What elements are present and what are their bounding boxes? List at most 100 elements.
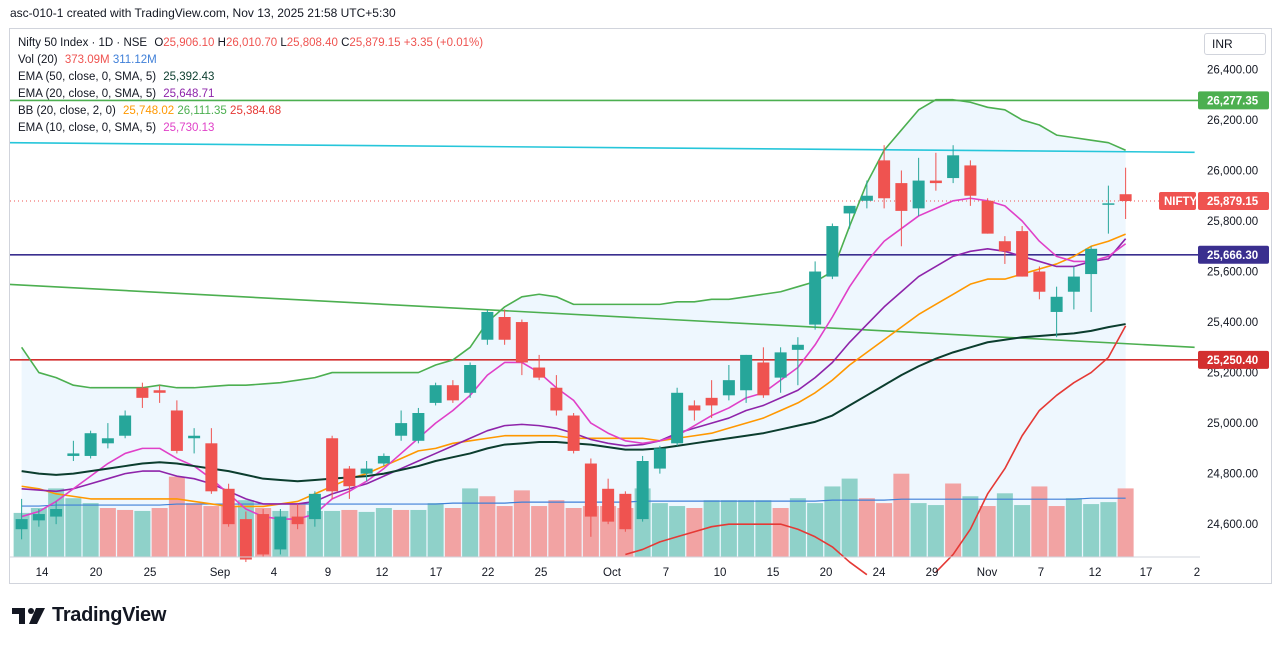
candle-up bbox=[843, 205, 856, 214]
volume-bar bbox=[945, 483, 962, 557]
candle-down bbox=[170, 410, 183, 451]
candle-up bbox=[360, 468, 373, 474]
legend-ema10[interactable]: EMA (10, close, 0, SMA, 5) 25,730.13 bbox=[18, 120, 483, 137]
volume-bar bbox=[772, 508, 789, 557]
legend-volume-ma: 311.12M bbox=[112, 54, 157, 66]
volume-bar bbox=[341, 509, 358, 557]
time-tick: 17 bbox=[1140, 567, 1153, 579]
candle-up bbox=[395, 423, 408, 436]
legend-bb-basis: 25,748.02 bbox=[123, 105, 175, 117]
price-tick: 25,200.00 bbox=[1207, 368, 1258, 380]
legend-ema10-name: EMA (10, close, 0, SMA, 5) bbox=[18, 122, 157, 134]
legend-volume[interactable]: Vol (20) 373.09M 311.12M bbox=[18, 52, 483, 69]
candle-up bbox=[860, 195, 873, 201]
candle-down bbox=[878, 160, 891, 199]
level-lines-layer bbox=[10, 99, 1200, 361]
support-25666-badge-label: 25,666.30 bbox=[1207, 250, 1258, 262]
volume-bar bbox=[65, 498, 82, 557]
candle-up bbox=[1067, 276, 1080, 292]
price-axis: 26,400.00 26,200.00 26,000.00 25,800.00 25,6… bbox=[1207, 64, 1258, 531]
candle-down bbox=[343, 468, 356, 487]
candle-up bbox=[1102, 203, 1115, 205]
legend-ema10-value: 25,730.13 bbox=[163, 122, 215, 134]
legend-ema20[interactable]: EMA (20, close, 0, SMA, 5) 25,648.71 bbox=[18, 86, 483, 103]
candle-down bbox=[550, 387, 563, 411]
tradingview-mark-icon bbox=[12, 607, 45, 624]
resistance-26277-badge bbox=[1198, 91, 1269, 110]
candle-up bbox=[188, 435, 201, 439]
volume-bar bbox=[1100, 502, 1117, 557]
currency-button[interactable]: INR bbox=[1204, 33, 1266, 55]
candle-down bbox=[929, 180, 942, 184]
support-25666-badge bbox=[1198, 245, 1269, 264]
price-chart[interactable]: 26,400.00 26,200.00 26,000.00 25,800.00 25,6… bbox=[10, 29, 1272, 584]
chart-legend: Nifty 50 Index · 1D · NSE O25,906.10 H26… bbox=[18, 35, 483, 137]
volume-layer bbox=[13, 473, 1134, 557]
time-tick: 14 bbox=[36, 567, 49, 579]
candle-down bbox=[205, 443, 218, 492]
tradingview-logo[interactable]: TradingView bbox=[12, 604, 166, 627]
time-tick: 20 bbox=[90, 567, 103, 579]
time-tick: 25 bbox=[535, 567, 548, 579]
volume-bar bbox=[893, 473, 910, 557]
candle-up bbox=[429, 385, 442, 403]
candle-up bbox=[912, 180, 925, 209]
price-tick: 26,400.00 bbox=[1207, 64, 1258, 76]
time-tick: 17 bbox=[430, 567, 443, 579]
symbol-tag-label: NIFTY bbox=[1164, 196, 1198, 208]
volume-bar bbox=[755, 500, 772, 557]
volume-bar bbox=[548, 500, 565, 557]
candle-up bbox=[947, 155, 960, 179]
volume-bar bbox=[186, 503, 203, 557]
volume-bar bbox=[513, 490, 530, 557]
candle-down bbox=[619, 493, 632, 530]
volume-bar bbox=[531, 506, 548, 557]
legend-bb[interactable]: BB (20, close, 2, 0) 25,748.02 26,111.35… bbox=[18, 103, 483, 120]
candle-down bbox=[533, 367, 546, 378]
candle-down bbox=[136, 387, 149, 398]
volume-ma-line bbox=[21, 497, 1126, 507]
candle-up bbox=[791, 344, 804, 350]
legend-main[interactable]: Nifty 50 Index · 1D · NSE O25,906.10 H26… bbox=[18, 35, 483, 52]
volume-bar bbox=[306, 510, 323, 557]
bb-lower-line bbox=[625, 325, 1127, 576]
price-badges: 26,277.35 25,879.15 NIFTY 25,666.30 25,250.4… bbox=[1159, 91, 1269, 369]
candle-up bbox=[774, 352, 787, 378]
legend-close-label: C bbox=[341, 37, 350, 49]
volume-bar bbox=[962, 496, 979, 557]
legend-symbol: Nifty 50 Index · 1D · NSE bbox=[18, 37, 148, 49]
time-tick: Oct bbox=[603, 567, 622, 579]
volume-bar bbox=[289, 503, 306, 557]
time-tick: 29 bbox=[926, 567, 939, 579]
candle-up bbox=[1050, 296, 1063, 312]
volume-bar bbox=[858, 498, 875, 557]
volume-bar bbox=[841, 478, 858, 557]
time-tick: 12 bbox=[376, 567, 389, 579]
candle-down bbox=[998, 241, 1011, 252]
time-tick: 9 bbox=[325, 567, 331, 579]
legend-ema20-value: 25,648.71 bbox=[163, 88, 215, 100]
volume-bar bbox=[789, 498, 806, 557]
price-tick: 25,800.00 bbox=[1207, 216, 1258, 228]
volume-bar bbox=[703, 500, 720, 557]
volume-bar bbox=[479, 496, 496, 557]
price-tick: 25,000.00 bbox=[1207, 418, 1258, 430]
legend-low-label: L bbox=[280, 37, 287, 49]
volume-bar bbox=[496, 506, 513, 557]
volume-bar bbox=[324, 510, 341, 557]
legend-high-label: H bbox=[217, 37, 226, 49]
candle-up bbox=[671, 392, 684, 444]
legend-bb-lower: 25,384.68 bbox=[230, 105, 282, 117]
legend-volume-name: Vol (20) bbox=[18, 54, 58, 66]
volume-bar bbox=[651, 503, 668, 557]
price-tick: 24,800.00 bbox=[1207, 469, 1258, 481]
legend-ema50[interactable]: EMA (50, close, 0, SMA, 5) 25,392.43 bbox=[18, 69, 483, 86]
volume-bar bbox=[807, 503, 824, 557]
legend-high: 26,010.70 bbox=[225, 37, 278, 49]
volume-bar bbox=[410, 509, 427, 557]
volume-bar bbox=[1014, 505, 1031, 557]
time-tick: 10 bbox=[714, 567, 727, 579]
time-tick: 7 bbox=[1038, 567, 1044, 579]
volume-bar bbox=[393, 509, 410, 557]
candles-layer bbox=[15, 145, 1132, 563]
